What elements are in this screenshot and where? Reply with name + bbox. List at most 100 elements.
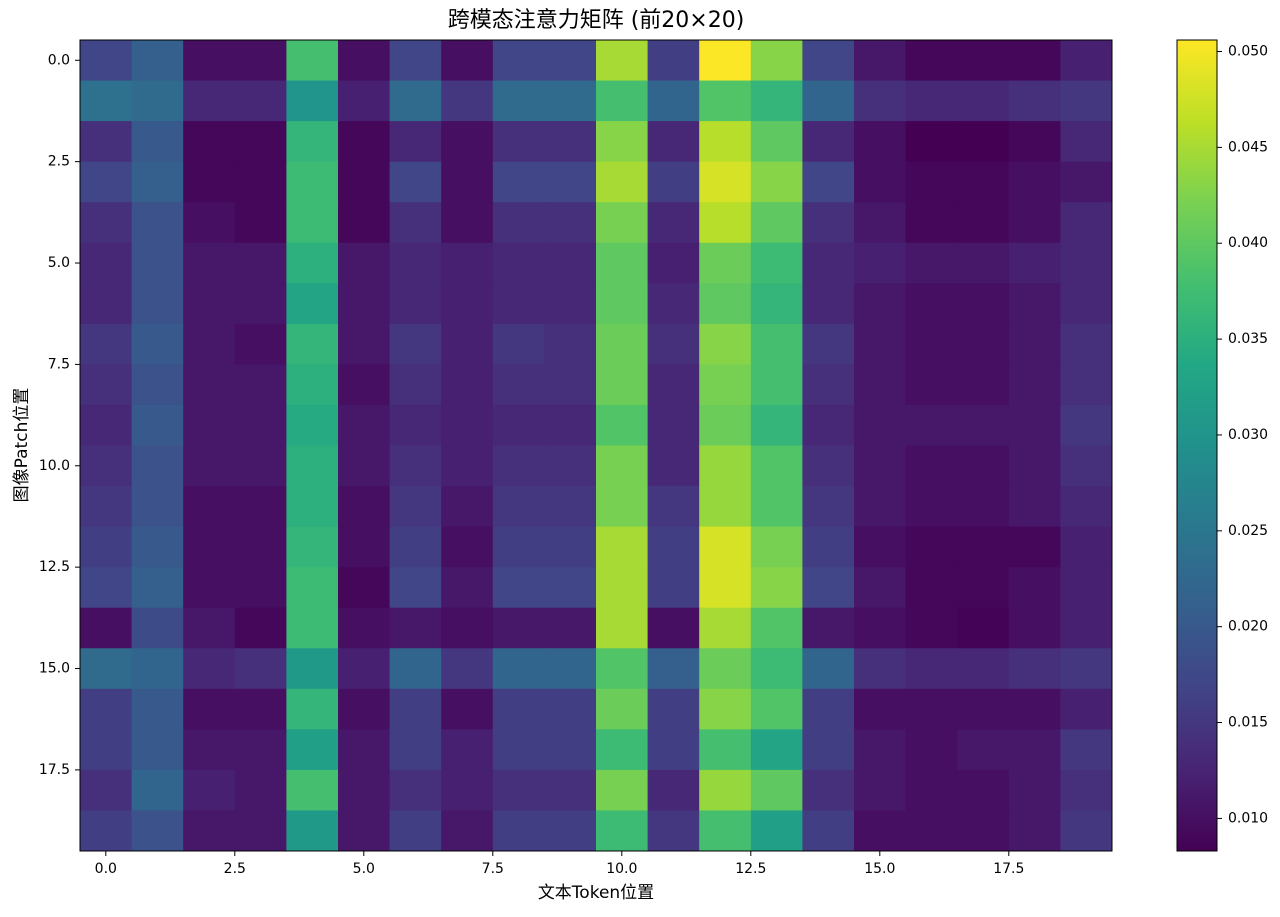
colorbar-tick-label: 0.040 <box>1228 235 1268 251</box>
y-tick-label: 0.0 <box>48 52 70 68</box>
heatmap-cell <box>854 810 907 852</box>
heatmap-cell <box>854 161 907 203</box>
heatmap-cell <box>1060 242 1113 284</box>
heatmap-cell <box>957 80 1010 122</box>
heatmap-cell <box>905 567 958 609</box>
heatmap-cell <box>699 810 752 852</box>
heatmap-cell <box>596 769 649 811</box>
heatmap-cell <box>1008 486 1061 528</box>
heatmap-cell <box>286 486 339 528</box>
heatmap-cell <box>647 810 700 852</box>
heatmap-cell <box>544 648 597 690</box>
heatmap-cell <box>544 567 597 609</box>
heatmap-cell <box>492 607 545 649</box>
heatmap-cell <box>750 810 803 852</box>
heatmap-cell <box>338 607 391 649</box>
heatmap-cell <box>338 729 391 771</box>
heatmap-cell <box>338 161 391 203</box>
colorbar-tick-label: 0.010 <box>1228 810 1268 826</box>
heatmap-cell <box>596 404 649 446</box>
heatmap-cell <box>441 283 494 325</box>
heatmap-cell <box>389 607 442 649</box>
colorbar-tick-label: 0.020 <box>1228 619 1268 635</box>
heatmap-cell <box>854 283 907 325</box>
heatmap-cell <box>286 283 339 325</box>
heatmap-cell <box>596 486 649 528</box>
heatmap-cell <box>492 323 545 365</box>
heatmap-cell <box>957 121 1010 163</box>
heatmap-cell <box>596 202 649 244</box>
heatmap-cell <box>389 404 442 446</box>
heatmap-cell <box>80 607 133 649</box>
heatmap-cell <box>750 688 803 730</box>
heatmap-cell <box>441 202 494 244</box>
heatmap-cell <box>338 283 391 325</box>
heatmap-cell <box>338 242 391 284</box>
heatmap-cell <box>183 729 236 771</box>
heatmap-cell <box>492 40 545 82</box>
heatmap-cell <box>492 161 545 203</box>
heatmap-cell <box>802 688 855 730</box>
x-axis-label: 文本Token位置 <box>538 883 654 903</box>
heatmap-cell <box>544 364 597 406</box>
heatmap-cell <box>286 40 339 82</box>
heatmap-cell <box>234 445 287 487</box>
heatmap-cell <box>286 729 339 771</box>
heatmap-cell <box>699 445 752 487</box>
heatmap-cell <box>1060 445 1113 487</box>
heatmap-cell <box>492 729 545 771</box>
heatmap-cell <box>957 323 1010 365</box>
heatmap-cell <box>234 607 287 649</box>
heatmap-cell <box>338 404 391 446</box>
heatmap-cell <box>131 202 184 244</box>
chart-title: 跨模态注意力矩阵 (前20×20) <box>448 8 745 33</box>
heatmap-cell <box>131 769 184 811</box>
heatmap-cell <box>905 242 958 284</box>
heatmap-cell <box>544 121 597 163</box>
heatmap-cell <box>338 648 391 690</box>
heatmap-cell <box>854 121 907 163</box>
heatmap-cell <box>80 40 133 82</box>
heatmap-cell <box>699 242 752 284</box>
heatmap-cell <box>544 404 597 446</box>
heatmap-cell <box>338 486 391 528</box>
heatmap-cell <box>80 486 133 528</box>
heatmap-cell <box>234 810 287 852</box>
heatmap-cell <box>441 526 494 568</box>
heatmap-cell <box>854 404 907 446</box>
heatmap-cell <box>1060 648 1113 690</box>
heatmap-cell <box>389 688 442 730</box>
heatmap-cell <box>802 769 855 811</box>
x-tick-label: 17.5 <box>993 861 1024 877</box>
heatmap-cell <box>234 688 287 730</box>
heatmap-cell <box>80 323 133 365</box>
heatmap-cell <box>492 283 545 325</box>
heatmap-cell <box>441 648 494 690</box>
heatmap-cell <box>441 769 494 811</box>
heatmap-cell <box>750 242 803 284</box>
heatmap-cell <box>957 769 1010 811</box>
heatmap-cell <box>750 323 803 365</box>
heatmap-cell <box>1008 80 1061 122</box>
heatmap-cell <box>183 445 236 487</box>
heatmap-cell <box>750 567 803 609</box>
heatmap-cell <box>544 80 597 122</box>
heatmap-cell <box>596 40 649 82</box>
heatmap-cell <box>80 567 133 609</box>
heatmap-cell <box>647 688 700 730</box>
heatmap-cell <box>1060 121 1113 163</box>
heatmap-cell <box>1008 526 1061 568</box>
heatmap-cell <box>338 526 391 568</box>
heatmap-cell <box>183 364 236 406</box>
heatmap-cell <box>80 729 133 771</box>
heatmap-cell <box>389 567 442 609</box>
heatmap-cell <box>492 202 545 244</box>
y-axis-label: 图像Patch位置 <box>12 388 32 503</box>
heatmap-cell <box>699 526 752 568</box>
heatmap-cell <box>183 526 236 568</box>
heatmap-cell <box>492 364 545 406</box>
heatmap-cell <box>492 80 545 122</box>
heatmap-cell <box>234 242 287 284</box>
heatmap-cell <box>596 688 649 730</box>
heatmap-cell <box>544 526 597 568</box>
